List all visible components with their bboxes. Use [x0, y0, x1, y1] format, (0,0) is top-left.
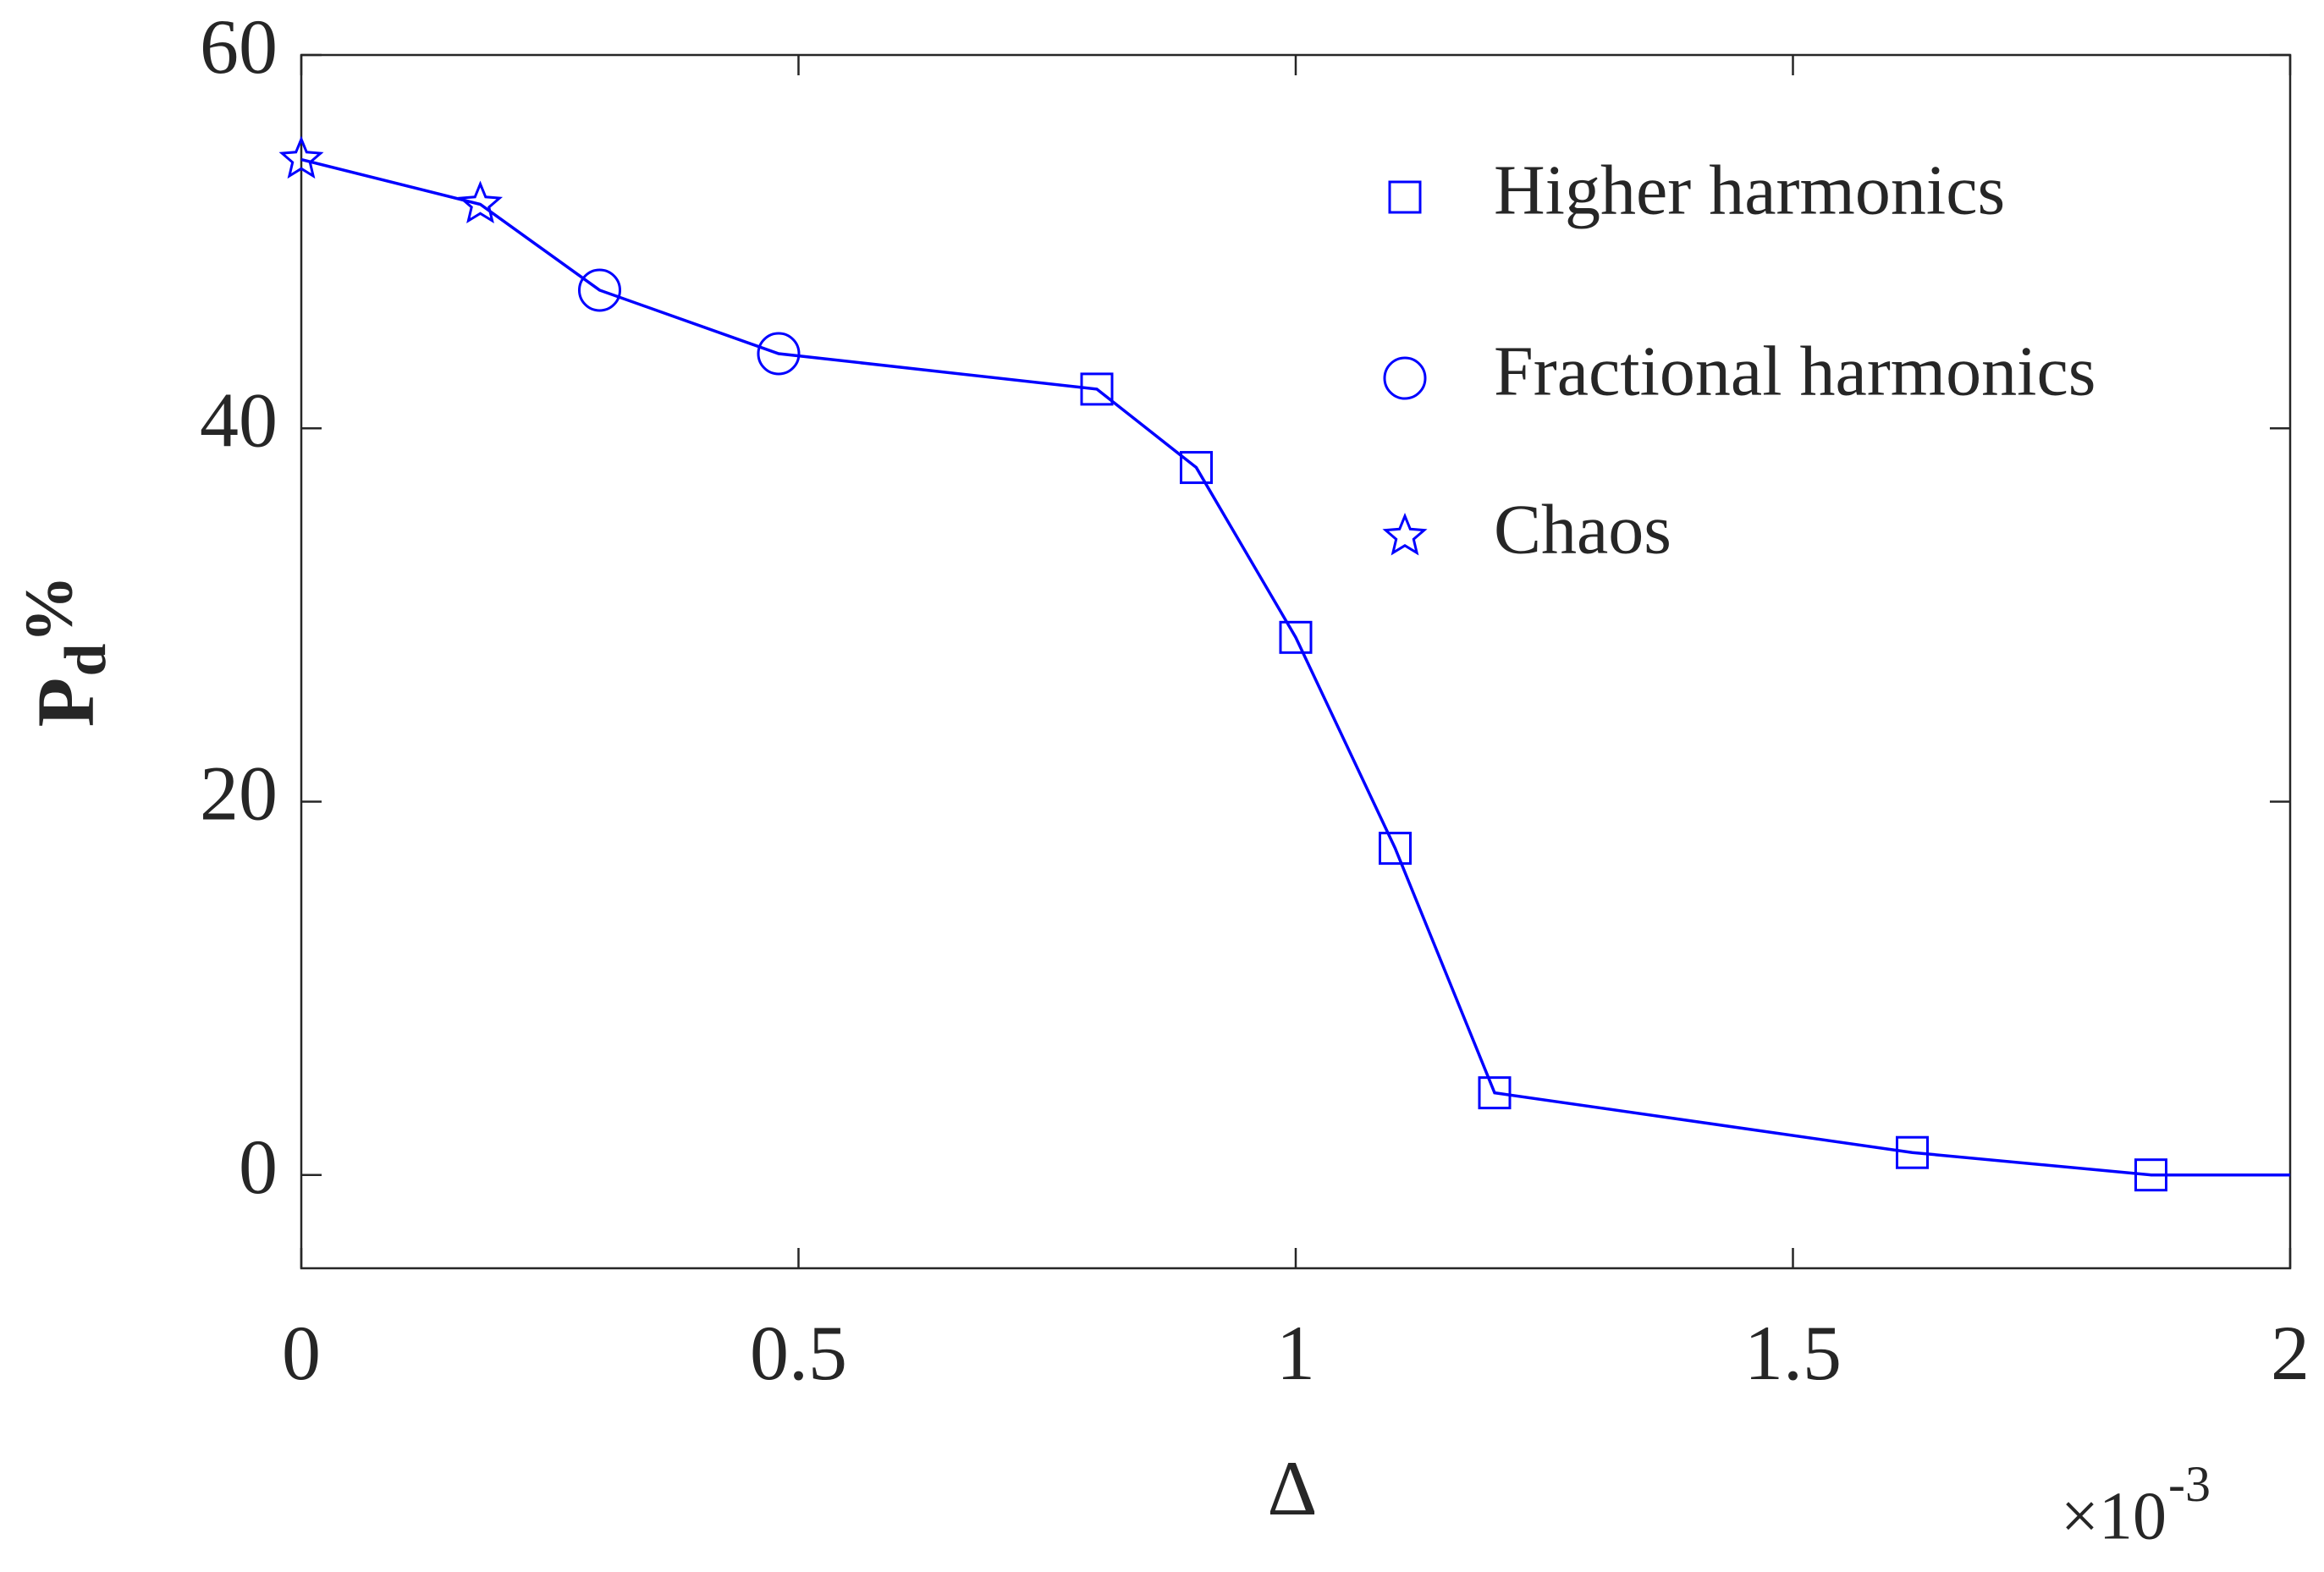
- x-axis-label: Δ: [1267, 1445, 1317, 1531]
- x-multiplier: ×10: [2061, 1479, 2167, 1553]
- x-multiplier-exponent: -3: [2168, 1456, 2211, 1512]
- data-point: [757, 332, 801, 376]
- data-point: [1379, 832, 1412, 866]
- legend-marker: [1383, 356, 1427, 400]
- y-label-suffix: %: [12, 575, 86, 643]
- y-tick-label: 20: [200, 750, 278, 837]
- data-line: [300, 157, 2290, 1177]
- legend-label: Fractional harmonics: [1494, 332, 2095, 410]
- data-point: [1279, 620, 1313, 654]
- data-point: [1478, 1076, 1512, 1110]
- data-point: [1080, 372, 1114, 406]
- y-tick-label: 0: [239, 1124, 278, 1210]
- legend-label: Chaos: [1494, 490, 1671, 569]
- x-tick-label: 1: [1276, 1310, 1315, 1396]
- data-point: [578, 268, 621, 312]
- legend-label: Higher harmonics: [1494, 151, 2005, 229]
- legend-marker: [1382, 513, 1428, 556]
- data-point: [1180, 451, 1213, 485]
- y-tick-label: 40: [200, 377, 278, 463]
- x-tick-label: 1.5: [1744, 1310, 1842, 1396]
- x-tick-label: 0: [282, 1310, 321, 1396]
- data-point: [278, 135, 324, 179]
- data-point: [2134, 1158, 2167, 1192]
- y-tick-label: 60: [200, 3, 278, 90]
- data-point: [457, 180, 504, 224]
- data-point: [1896, 1135, 1929, 1169]
- legend-marker: [1388, 180, 1422, 214]
- plot-frame: [300, 53, 2292, 1270]
- y-label-main: P: [20, 678, 111, 728]
- x-tick-label: 2: [2271, 1310, 2310, 1396]
- y-label-subscript: d: [53, 643, 118, 676]
- y-axis-label: P d %: [12, 575, 118, 727]
- x-tick-label: 0.5: [750, 1310, 847, 1396]
